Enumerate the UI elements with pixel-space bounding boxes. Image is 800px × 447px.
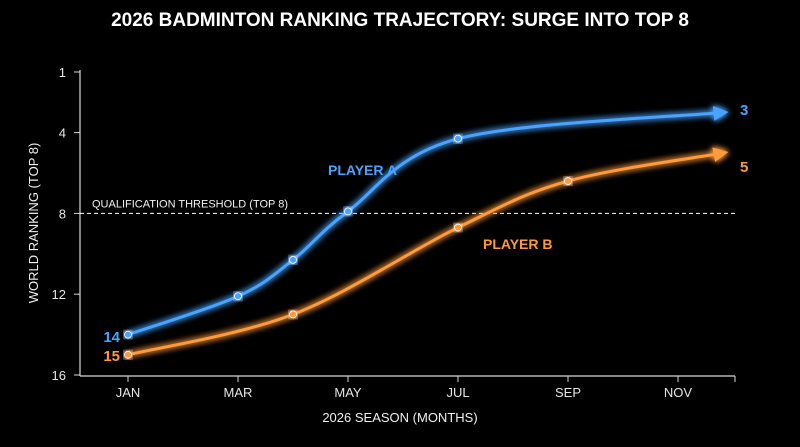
start-value-label-player-b: 15 xyxy=(103,348,120,365)
y-tick-label: 1 xyxy=(59,65,66,80)
x-tick-label: JAN xyxy=(116,385,141,400)
series-player-b: PLAYER B 15 5 xyxy=(103,147,748,365)
data-point-player-a xyxy=(234,292,242,301)
y-tick-group: 1 4 8 12 16 xyxy=(52,65,80,383)
data-point-player-a xyxy=(344,207,352,216)
y-tick-label: 16 xyxy=(52,368,66,383)
data-point-player-a xyxy=(454,134,462,143)
qualification-threshold-label: QUALIFICATION THRESHOLD (TOP 8) xyxy=(92,198,288,210)
data-point-player-a xyxy=(289,255,297,264)
x-axis-label: 2026 SEASON (MONTHS) xyxy=(322,410,477,425)
data-point-player-b xyxy=(124,350,132,359)
series-layer: PLAYER A 14 3 PLAYER B 15 5 xyxy=(103,102,748,365)
x-tick-label: MAY xyxy=(334,385,362,400)
data-point-player-b xyxy=(564,177,572,185)
y-tick-label: 8 xyxy=(59,206,66,221)
data-point-player-b xyxy=(289,310,297,319)
y-axis-label: WORLD RANKING (TOP 8) xyxy=(26,143,41,304)
series-label-player-b: PLAYER B xyxy=(483,236,553,252)
series-line-player-b xyxy=(127,147,729,357)
y-tick-label: 4 xyxy=(59,126,66,141)
series-player-a: PLAYER A 14 3 xyxy=(103,102,748,346)
y-tick-label: 12 xyxy=(52,287,66,302)
x-tick-label: MAR xyxy=(224,385,253,400)
x-tick-label: NOV xyxy=(664,385,693,400)
series-label-player-a: PLAYER A xyxy=(328,162,397,178)
end-value-label-player-b: 5 xyxy=(740,159,748,176)
x-tick-group: JAN MAR MAY JUL SEP NOV xyxy=(116,376,736,400)
x-tick-label: SEP xyxy=(555,385,581,400)
chart-title: 2026 BADMINTON RANKING TRAJECTORY: SURGE… xyxy=(111,10,689,31)
start-value-label-player-a: 14 xyxy=(103,329,120,346)
data-point-player-a xyxy=(124,330,132,339)
x-tick-label: JUL xyxy=(446,385,469,400)
data-point-player-b xyxy=(454,223,462,232)
series-line-player-a xyxy=(127,105,729,337)
end-value-label-player-a: 3 xyxy=(740,102,748,119)
